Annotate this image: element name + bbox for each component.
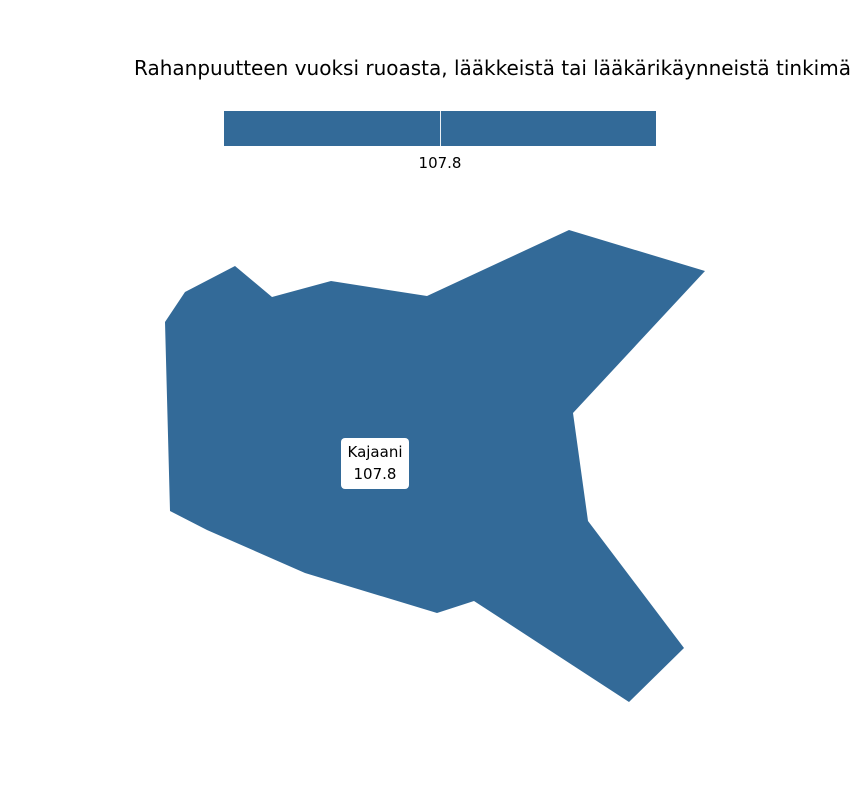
region-name: Kajaani: [347, 443, 403, 461]
legend-tick: [440, 111, 441, 146]
legend: 107.8: [224, 111, 656, 172]
legend-value-label: 107.8: [418, 154, 462, 172]
region-value: 107.8: [353, 465, 397, 483]
region-label-kajaani: Kajaani 107.8: [341, 438, 409, 489]
map-title: Rahanpuutteen vuoksi ruoasta, lääkkeistä…: [134, 56, 851, 80]
region-kajaani[interactable]: [165, 230, 705, 702]
